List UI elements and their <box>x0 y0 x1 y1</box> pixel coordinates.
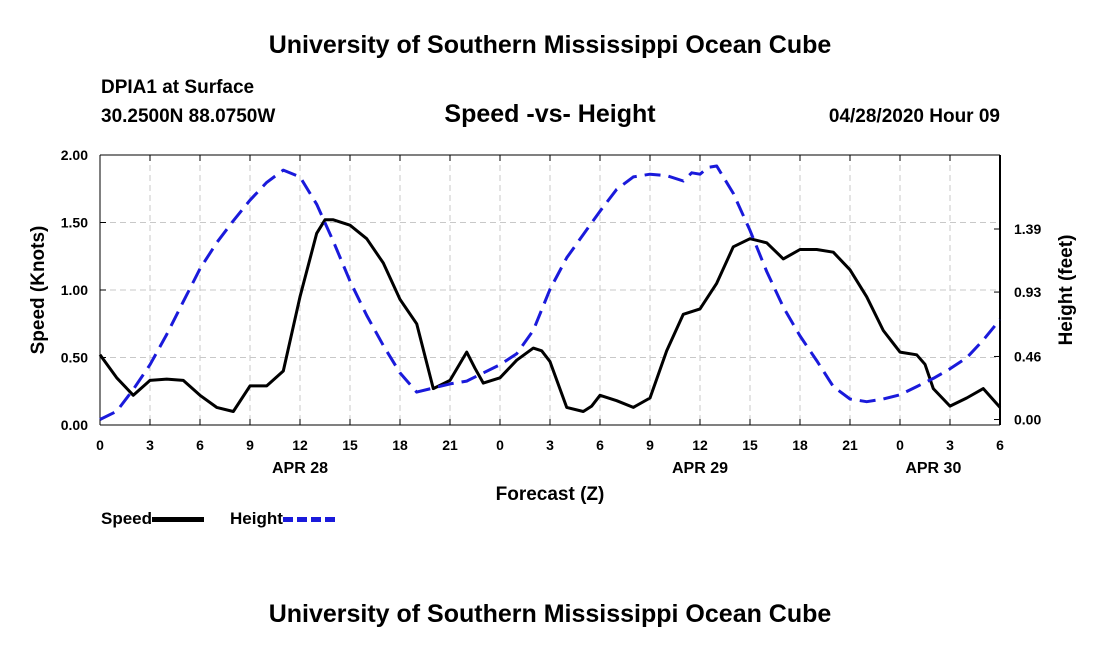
speed-series-line <box>98 218 1002 413</box>
x-tick-label: 0 <box>896 437 904 453</box>
axis-layer <box>99 154 1001 426</box>
station-label: DPIA1 at Surface <box>101 77 255 98</box>
y2-tick-label: 1.39 <box>1014 221 1041 237</box>
x-tick-label: 21 <box>442 437 458 453</box>
x-tick-label: 21 <box>842 437 858 453</box>
y-tick-label: 2.00 <box>61 147 88 163</box>
legend-speed-swatch <box>152 517 205 523</box>
chart-title: Speed -vs- Height <box>444 100 656 128</box>
x-tick-label: 3 <box>946 437 954 453</box>
x-tick-label: 18 <box>392 437 408 453</box>
legend-height-swatch <box>282 517 335 523</box>
height-series-line <box>99 164 1002 421</box>
y-axis-title: Speed (Knots) <box>28 226 49 355</box>
x-tick-label: 0 <box>496 437 504 453</box>
x-tick-label: 12 <box>292 437 308 453</box>
x-tick-label: 18 <box>792 437 808 453</box>
grid-layer <box>100 155 1000 425</box>
bottom-title: University of Southern Mississippi Ocean… <box>268 600 832 628</box>
y2-axis-title: Height (feet) <box>1056 235 1077 346</box>
y-tick-label: 0.00 <box>61 417 88 433</box>
x-tick-label: 3 <box>546 437 554 453</box>
legend-height-label: Height <box>230 509 283 528</box>
y-tick-label: 0.50 <box>61 350 88 366</box>
y-tick-label: 1.50 <box>61 215 88 231</box>
datetime-label: 04/28/2020 Hour 09 <box>828 106 1000 127</box>
y2-tick-label: 0.46 <box>1014 348 1041 364</box>
y-tick-label: 1.00 <box>61 282 88 298</box>
x-tick-label: 9 <box>246 437 254 453</box>
legend-speed: Speed <box>101 509 205 529</box>
x-tick-label: 0 <box>96 437 104 453</box>
label-layer: 0 3 6 9 12 15 18 21 0 3 6 9 12 15 18 21 0 3 6 0.00 0.50 1.00 1… <box>28 147 1077 505</box>
x-axis-title: Forecast (Z) <box>496 484 605 505</box>
x-tick-label: 12 <box>692 437 708 453</box>
x-tick-label: 3 <box>146 437 154 453</box>
date-label: APR 29 <box>672 460 728 477</box>
date-label: APR 30 <box>905 460 961 477</box>
y2-tick-label: 0.93 <box>1014 284 1041 300</box>
x-tick-label: 6 <box>596 437 604 453</box>
legend-height: Height <box>230 509 335 529</box>
x-tick-label: 15 <box>742 437 758 453</box>
top-title: University of Southern Mississippi Ocean… <box>268 31 832 59</box>
series-layer <box>98 164 1002 421</box>
coordinates-label: 30.2500N 88.0750W <box>101 106 276 127</box>
date-label: APR 28 <box>272 460 328 477</box>
y2-tick-label: 0.00 <box>1014 412 1041 428</box>
x-tick-label: 6 <box>996 437 1004 453</box>
x-tick-label: 15 <box>342 437 358 453</box>
x-tick-label: 9 <box>646 437 654 453</box>
legend-speed-label: Speed <box>101 509 153 528</box>
x-tick-label: 6 <box>196 437 204 453</box>
